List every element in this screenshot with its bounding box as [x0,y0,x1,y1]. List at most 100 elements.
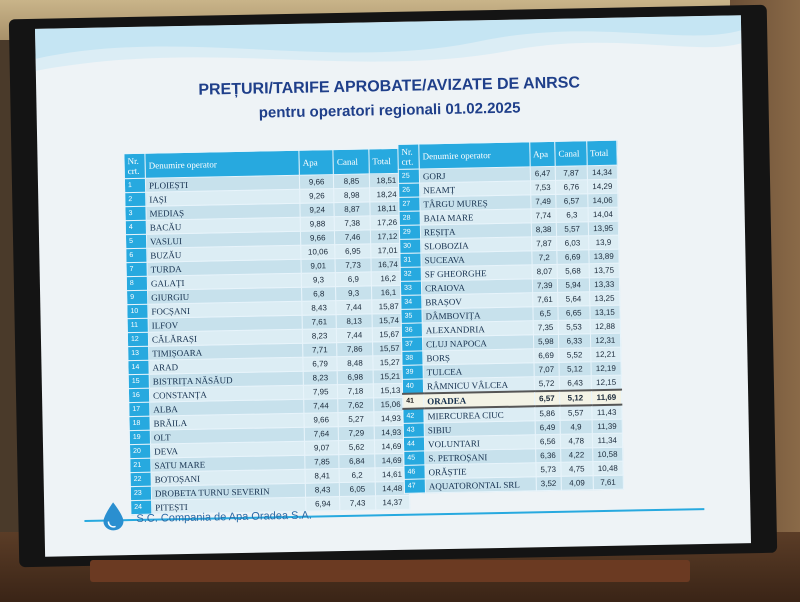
row-number: 45 [403,450,425,466]
row-number: 25 [398,168,420,184]
price-cell: 9,26 [299,188,335,204]
price-cell: 9,3 [301,272,336,288]
price-cell: 5,64 [557,291,590,307]
television: PREȚURI/TARIFE APROBATE/AVIZATE DE ANRSC… [8,4,778,568]
price-cell: 14,04 [587,207,619,222]
price-cell: 7,73 [335,257,371,273]
company-name: S.C. Compania de Apa Oradea S.A. [136,509,313,525]
row-number: 33 [400,280,422,296]
price-cell: 8,41 [305,468,340,484]
row-number: 29 [399,224,421,240]
price-cell: 10,06 [300,244,336,260]
price-cell: 9,66 [299,174,334,190]
price-cell: 6,33 [558,333,591,349]
price-cell: 6,69 [533,348,559,363]
price-cell: 6,95 [334,243,371,259]
price-cell: 6,2 [339,467,375,483]
price-cell: 5,57 [556,221,589,237]
row-number: 47 [404,478,426,494]
price-cell: 6,03 [556,235,589,251]
price-cell: 4,75 [560,461,593,477]
row-number: 31 [399,252,422,268]
price-cell: 9,07 [304,440,340,456]
price-cell: 7,35 [532,320,559,335]
column-header: Apa [529,141,556,167]
price-cell: 12,19 [590,361,622,376]
price-cell: 6,49 [534,420,561,435]
shelf [90,560,690,582]
price-cell: 9,01 [301,258,336,274]
price-cell: 7,2 [531,250,558,265]
row-number: 37 [401,336,423,352]
operator-name: AQUATORONTAL SRL [425,476,536,493]
row-number: 46 [403,464,426,480]
price-cell: 5,73 [535,462,562,477]
row-number: 32 [400,266,422,282]
row-number: 17 [128,402,150,417]
row-number: 5 [125,234,147,249]
row-number: 6 [125,248,147,263]
price-cell: 8,43 [301,300,337,316]
price-cell: 7,07 [533,362,560,377]
row-number: 27 [398,196,421,212]
price-cell: 5,52 [558,347,591,363]
price-cell: 13,75 [588,263,620,278]
row-number: 38 [401,350,424,366]
price-cell: 14,29 [586,179,618,194]
price-cell: 6,05 [339,481,376,497]
price-cell: 14,37 [375,495,410,510]
right-price-table: Nr. crt. Denumire operator Apa Canal Total 2… [397,140,624,494]
price-cell: 7,44 [303,398,339,414]
row-number: 13 [127,346,149,361]
price-cell: 8,23 [303,370,338,386]
row-number: 40 [402,378,424,394]
price-cell: 13,33 [588,277,620,292]
price-cell: 4,09 [561,475,593,491]
price-cell: 10,58 [592,447,623,462]
column-header: Canal [333,148,370,175]
price-cell: 6,79 [302,356,338,372]
left-table-body: 1 PLOIEȘTI 9,66 8,85 18,51 2 IAȘI 9,26 8,98 18,24… [124,173,410,515]
price-cell: 8,23 [302,328,337,344]
price-cell: 9,3 [335,285,372,301]
price-cell: 6,47 [529,166,556,181]
row-number: 15 [128,374,150,389]
price-cell: 7,86 [336,341,373,357]
row-number: 20 [129,444,151,459]
price-cell: 7,39 [531,278,558,293]
left-price-table: Nr. crt. Denumire operator Apa Canal Total 1… [123,148,410,515]
row-number: 7 [126,262,148,277]
price-cell: 10,48 [592,461,624,476]
water-drop-logo-icon [103,502,124,531]
row-number: 23 [130,486,152,501]
price-cell: 7,46 [334,229,371,245]
column-header: Canal [554,140,587,167]
row-number: 41 [402,393,424,409]
price-cell: 8,43 [305,482,340,498]
row-number: 28 [399,210,421,226]
column-header: Total [586,140,618,166]
price-cell: 13,89 [588,249,620,264]
price-cell: 7,38 [334,215,371,231]
price-cell: 7,61 [592,475,624,490]
price-cell: 7,71 [302,342,338,358]
price-cell: 4,9 [560,419,592,435]
price-cell: 8,85 [333,173,370,189]
row-number: 39 [402,364,424,380]
row-number: 1 [124,178,146,193]
price-cell: 7,61 [532,292,558,307]
row-number: 14 [127,360,150,375]
right-table-body: 25 GORJ 6,47 7,87 14,34 26 NEAMȚ 7,53 6,76 14,29 2… [398,165,624,494]
price-cell: 5,27 [338,411,374,427]
price-cell: 7,29 [338,425,375,441]
row-number: 10 [126,304,149,319]
price-cell: 7,53 [530,180,556,195]
price-cell: 5,62 [338,439,375,455]
column-header: Nr. crt. [123,153,146,179]
price-cell: 5,12 [559,390,592,406]
tv-screen: PREȚURI/TARIFE APROBATE/AVIZATE DE ANRSC… [34,15,752,557]
column-header: Denumire operator [144,150,300,179]
price-cell: 6,3 [555,207,588,223]
price-cell: 4,22 [560,447,593,463]
price-cell: 9,66 [300,230,335,246]
